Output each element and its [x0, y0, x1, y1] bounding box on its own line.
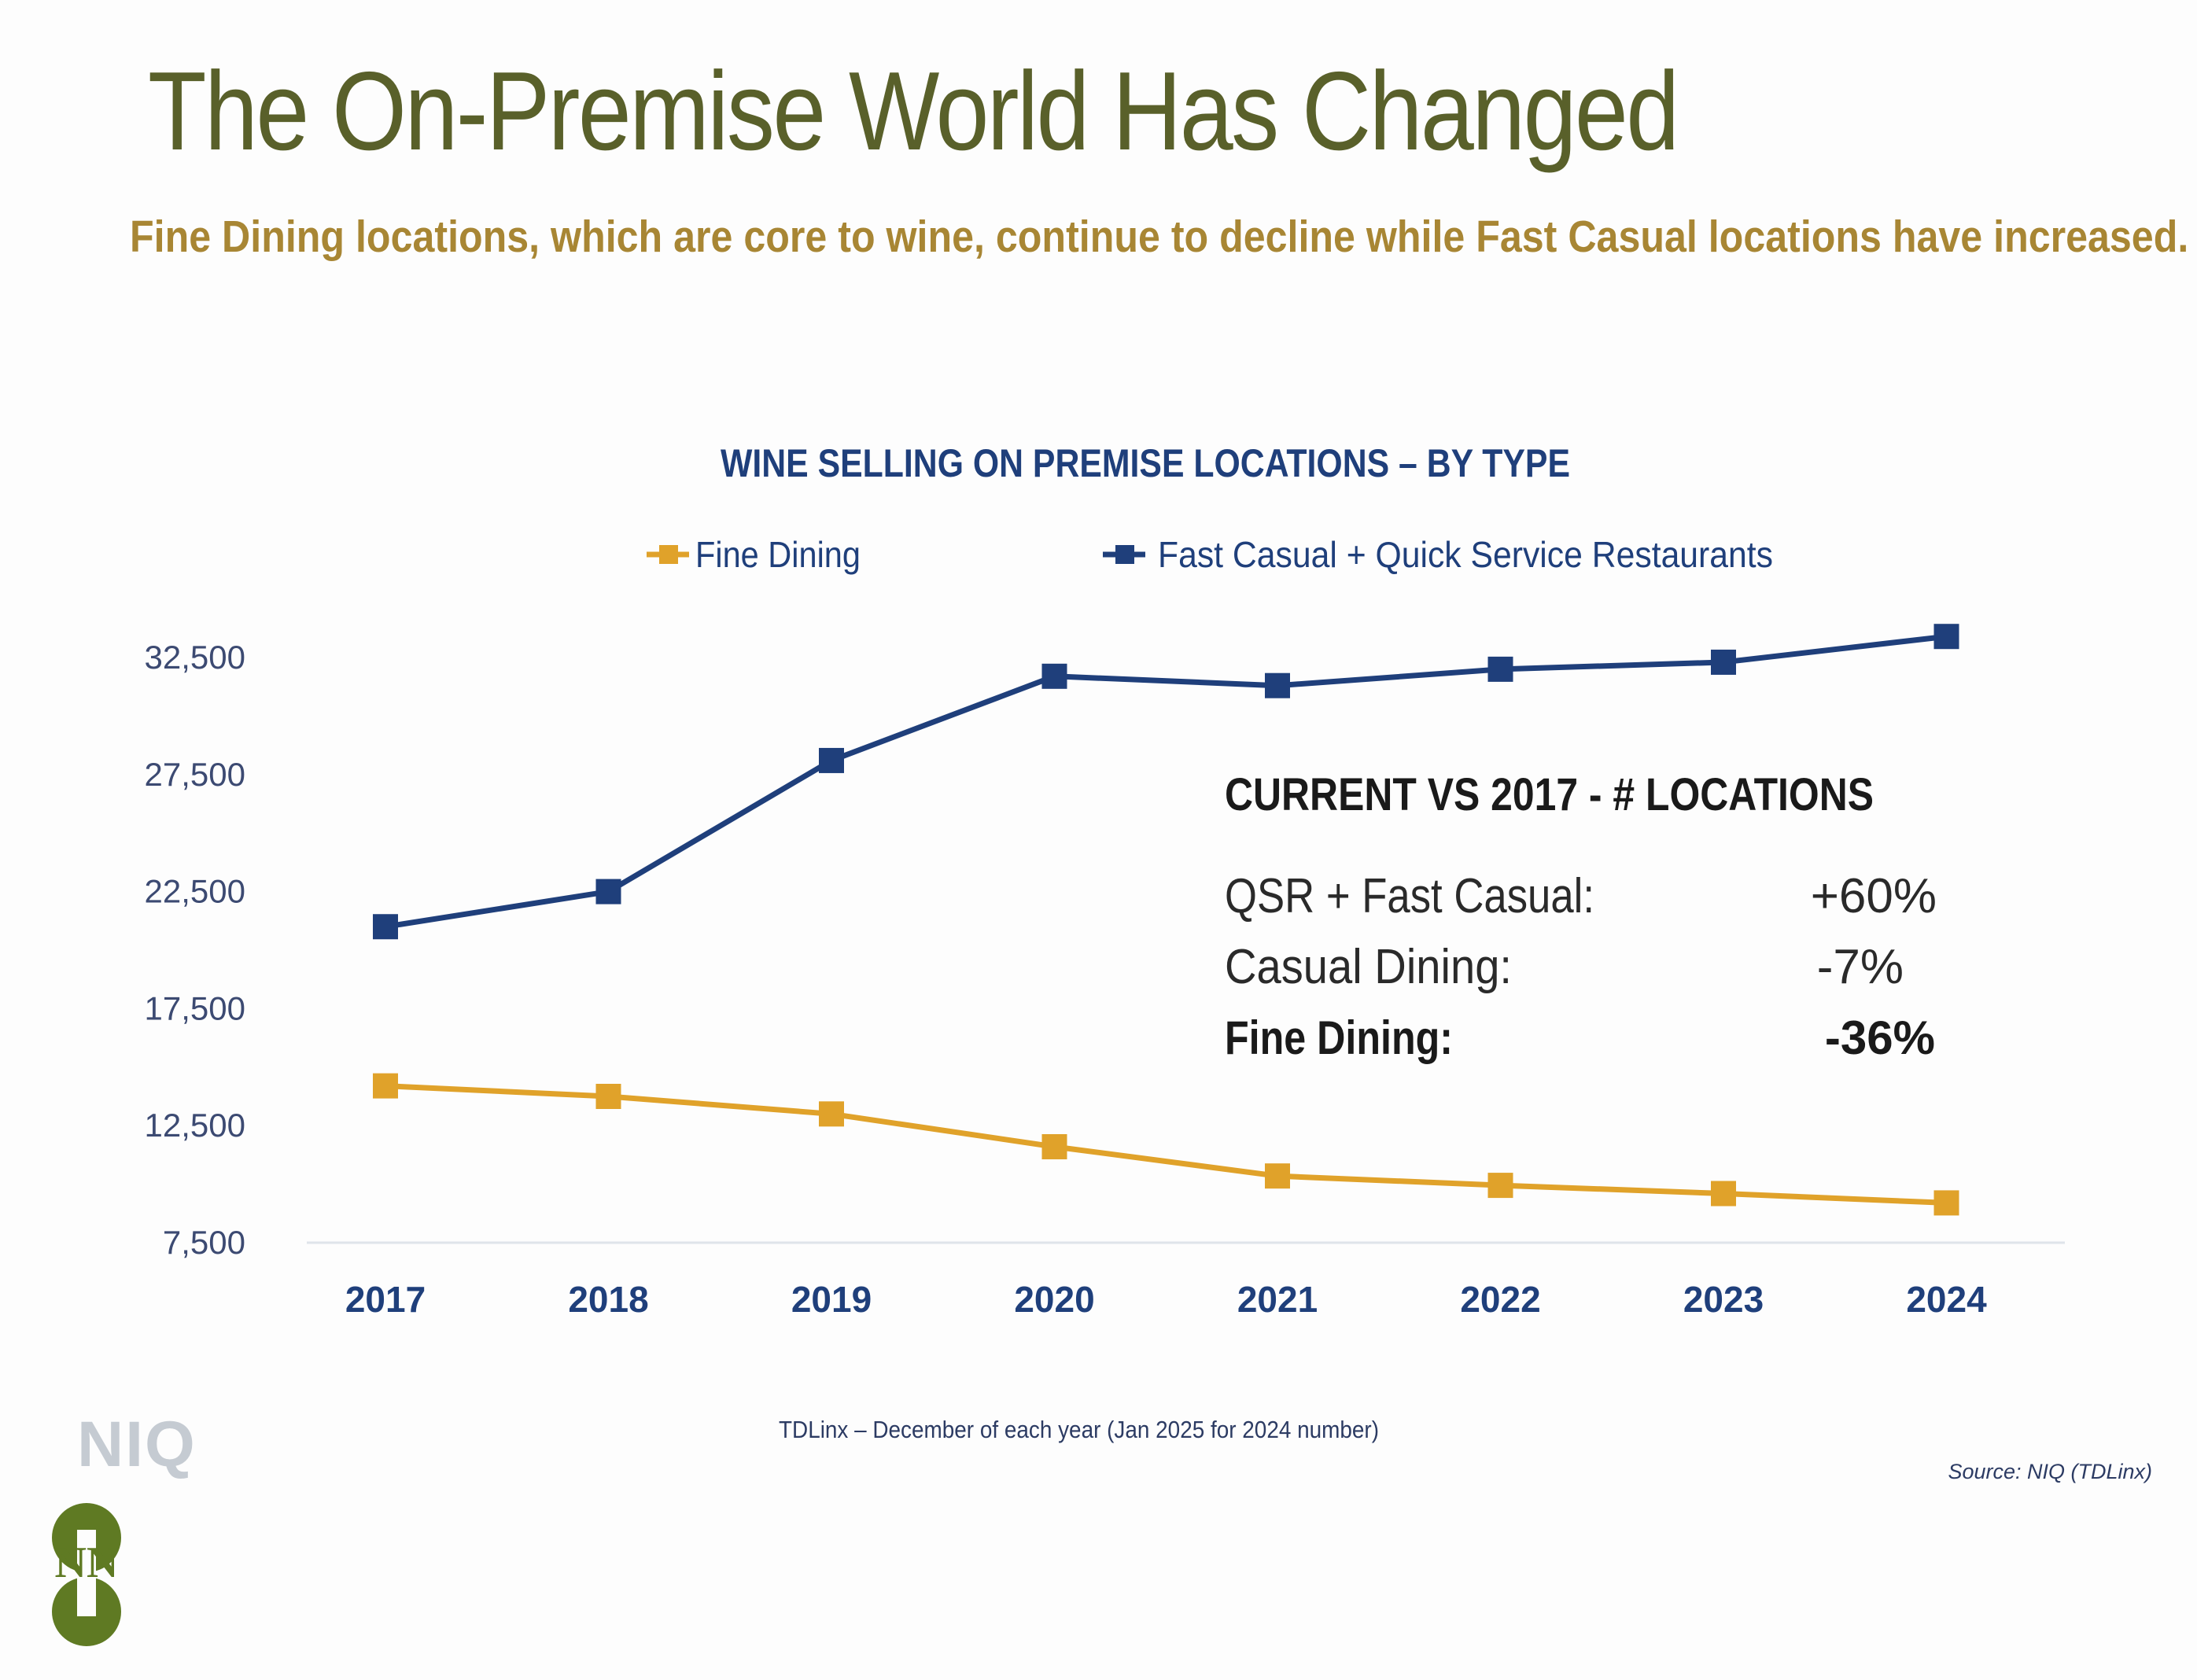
chart-legend: Fine Dining Fast Casual + Quick Service …	[647, 534, 1773, 575]
data-point	[1933, 624, 1959, 650]
x-tick-label: 2019	[791, 1279, 872, 1320]
legend-swatch-marker	[659, 545, 678, 564]
data-point	[1265, 672, 1290, 698]
annotation-label-qsr: QSR + Fast Casual:	[1225, 869, 1594, 923]
slide-title: The On-Premise World Has Changed	[148, 49, 1679, 174]
legend-item-fast-casual: Fast Casual + Quick Service Restaurants	[1103, 534, 1773, 575]
annotation-heading: CURRENT VS 2017 - # LOCATIONS	[1225, 769, 1874, 820]
chart-title: WINE SELLING ON PREMISE LOCATIONS – BY T…	[721, 441, 1570, 485]
y-tick-label: 7,500	[163, 1224, 245, 1261]
x-tick-label: 2020	[1014, 1279, 1094, 1320]
slide-subtitle: Fine Dining locations, which are core to…	[130, 212, 2189, 262]
data-point	[1041, 663, 1067, 689]
legend-label-fast-casual: Fast Casual + Quick Service Restaurants	[1158, 534, 1773, 575]
x-tick-label: 2017	[345, 1279, 426, 1320]
data-point	[595, 1084, 621, 1109]
comparison-annotation: CURRENT VS 2017 - # LOCATIONS QSR + Fast…	[1225, 769, 1937, 1064]
x-tick-label: 2022	[1460, 1279, 1540, 1320]
data-point	[819, 1101, 844, 1127]
data-point	[819, 747, 844, 773]
x-tick-label: 2018	[568, 1279, 648, 1320]
legend-label-fine-dining: Fine Dining	[695, 534, 861, 575]
data-point	[1265, 1163, 1290, 1189]
niq-brand-text: NIQ	[77, 1409, 197, 1480]
y-axis-ticks: 32,500 27,500 22,500 17,500 12,500 7,500	[145, 639, 245, 1261]
data-point	[1933, 1190, 1959, 1216]
annotation-label-casual: Casual Dining:	[1225, 940, 1512, 994]
series-line-fine-dining	[385, 1083, 1947, 1206]
annotation-label-fine: Fine Dining:	[1225, 1011, 1453, 1064]
data-point	[595, 879, 621, 904]
annotation-value-qsr: +60%	[1811, 869, 1937, 923]
logo-letters: NN	[55, 1538, 119, 1587]
annotation-value-casual: -7%	[1817, 940, 1904, 994]
nielsen-logo-icon: NN	[52, 1503, 121, 1646]
y-tick-label: 22,500	[145, 873, 245, 910]
data-point	[373, 914, 398, 940]
data-point	[1487, 1173, 1513, 1199]
x-tick-label: 2021	[1237, 1279, 1318, 1320]
data-point	[1711, 649, 1736, 675]
series-layer	[373, 624, 1959, 1216]
legend-item-fine-dining: Fine Dining	[647, 534, 861, 575]
x-tick-label: 2024	[1906, 1279, 1987, 1320]
x-axis-ticks: 2017 2018 2019 2020 2021 2022 2023 2024	[345, 1279, 1987, 1320]
data-point	[373, 1073, 398, 1099]
chart-footnote: TDLinx – December of each year (Jan 2025…	[779, 1416, 1380, 1443]
x-tick-label: 2023	[1683, 1279, 1764, 1320]
data-point	[1041, 1133, 1067, 1159]
annotation-value-fine: -36%	[1825, 1011, 1935, 1064]
source-note: Source: NIQ (TDLinx)	[1948, 1460, 2152, 1483]
y-tick-label: 12,500	[145, 1107, 245, 1144]
series-line-fast-casual	[385, 633, 1947, 930]
y-tick-label: 32,500	[145, 639, 245, 676]
y-tick-label: 27,500	[145, 756, 245, 793]
legend-swatch-marker	[1115, 545, 1134, 564]
y-tick-label: 17,500	[145, 989, 245, 1026]
data-point	[1487, 656, 1513, 682]
data-point	[1711, 1181, 1736, 1207]
